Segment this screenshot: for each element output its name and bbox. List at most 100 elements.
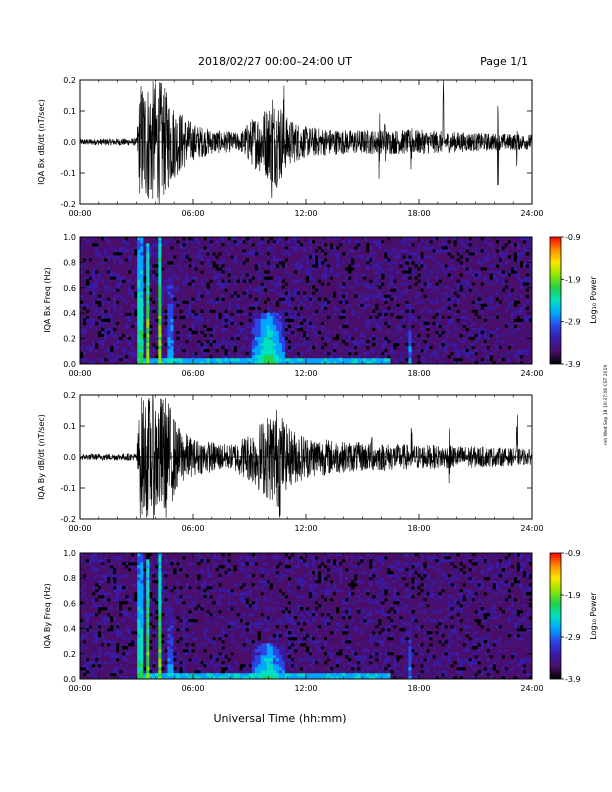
heatmap-cell: [194, 333, 198, 338]
heatmap-cell: [399, 261, 403, 265]
heatmap-cell: [330, 294, 334, 298]
heatmap-cell: [158, 318, 162, 322]
heatmap-cell: [128, 357, 132, 362]
heatmap-cell: [272, 291, 277, 295]
heatmap-cell: [146, 288, 150, 292]
heatmap-cell: [342, 324, 346, 329]
heatmap-cell: [312, 246, 316, 250]
heatmap-cell: [444, 264, 448, 268]
heatmap-cell: [173, 258, 177, 262]
heatmap-cell: [152, 309, 156, 313]
heatmap-cell: [474, 261, 479, 265]
heatmap-cell: [342, 291, 346, 295]
heatmap-cell: [245, 249, 250, 253]
heatmap-cell: [83, 282, 87, 286]
heatmap-cell: [131, 279, 135, 283]
heatmap-cell: [429, 264, 433, 268]
heatmap-cell: [170, 333, 174, 338]
heatmap-cell: [170, 252, 174, 256]
heatmap-cell: [215, 330, 219, 335]
heatmap-cell: [312, 309, 316, 313]
heatmap-cell: [302, 336, 307, 341]
heatmap-cell: [179, 303, 183, 307]
heatmap-cell: [248, 324, 253, 329]
heatmap-cell: [296, 294, 301, 298]
heatmap-cell: [336, 255, 340, 259]
heatmap-cell: [417, 261, 421, 265]
heatmap-cell: [390, 285, 394, 289]
heatmap-cell: [411, 267, 415, 271]
heatmap-cell: [230, 321, 234, 325]
heatmap-cell: [218, 270, 222, 274]
heatmap-cell: [321, 342, 325, 347]
heatmap-cell: [309, 354, 313, 359]
heatmap-cell: [299, 261, 304, 265]
heatmap-cell: [242, 339, 247, 344]
heatmap-cell: [290, 300, 295, 304]
heatmap-cell: [281, 342, 286, 347]
heatmap-cell: [321, 339, 325, 344]
heatmap-cell: [95, 282, 99, 286]
heatmap-cell: [396, 264, 400, 268]
heatmap-cell: [399, 264, 403, 268]
heatmap-cell: [143, 294, 147, 298]
heatmap-cell: [363, 243, 367, 247]
heatmap-cell: [348, 330, 352, 335]
heatmap-cell: [278, 297, 283, 301]
heatmap-cell: [372, 240, 376, 244]
heatmap-cell: [260, 324, 265, 329]
heatmap-cell: [152, 261, 156, 265]
heatmap-cell: [369, 288, 373, 292]
heatmap-cell: [251, 318, 256, 322]
heatmap-cell: [131, 243, 135, 247]
heatmap-cell: [80, 354, 84, 359]
heatmap-cell: [293, 273, 298, 277]
heatmap-cell: [251, 294, 256, 298]
heatmap-cell: [396, 336, 400, 341]
heatmap-cell: [80, 264, 84, 268]
heatmap-cell: [95, 240, 99, 244]
heatmap-cell: [290, 276, 295, 280]
heatmap-cell: [345, 333, 349, 338]
heatmap-cell: [86, 261, 90, 265]
heatmap-cell: [420, 300, 424, 304]
heatmap-cell: [408, 255, 412, 259]
heatmap-cell: [447, 255, 451, 259]
heatmap-cell: [429, 276, 433, 280]
heatmap-cell: [191, 300, 195, 304]
heatmap-cell: [315, 336, 319, 341]
heatmap-cell: [257, 273, 262, 277]
heatmap-cell: [206, 285, 210, 289]
heatmap-cell: [330, 357, 334, 362]
heatmap-cell: [459, 330, 463, 335]
heatmap-cell: [86, 318, 90, 322]
heatmap-cell: [272, 237, 277, 241]
heatmap-cell: [161, 336, 165, 341]
heatmap-cell: [266, 276, 271, 280]
heatmap-cell: [110, 294, 114, 298]
heatmap-cell: [197, 357, 201, 362]
heatmap-cell: [191, 309, 195, 313]
heatmap-cell: [161, 312, 165, 316]
heatmap-cell: [372, 321, 376, 325]
heatmap-cell: [441, 303, 445, 307]
heatmap-cell: [266, 273, 271, 277]
heatmap-cell: [200, 360, 204, 365]
heatmap-cell: [185, 303, 189, 307]
heatmap-cell: [299, 297, 304, 301]
heatmap-cell: [239, 342, 244, 347]
heatmap-cell: [438, 333, 442, 338]
heatmap-cell: [116, 243, 120, 247]
heatmap-cell: [333, 276, 337, 280]
heatmap-cell: [137, 267, 141, 271]
heatmap-cell: [381, 303, 385, 307]
heatmap-cell: [107, 309, 111, 313]
heatmap-cell: [257, 243, 262, 247]
heatmap-cell: [245, 336, 250, 341]
heatmap-cell: [125, 291, 129, 295]
heatmap-cell: [194, 258, 198, 262]
heatmap-cell: [426, 345, 430, 350]
heatmap-cell: [441, 345, 445, 350]
heatmap-cell: [236, 249, 240, 253]
heatmap-cell: [134, 243, 138, 247]
